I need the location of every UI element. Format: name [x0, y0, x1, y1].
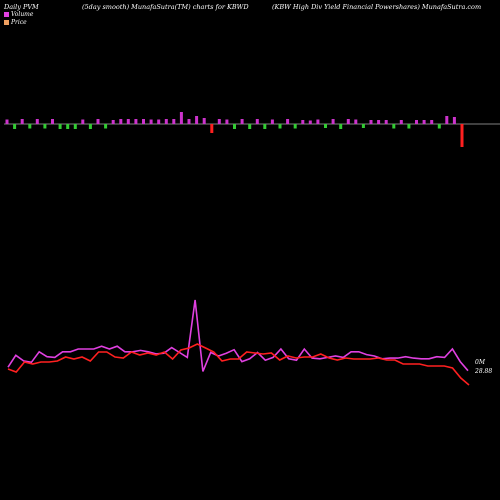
- volume-bar: [157, 119, 161, 124]
- volume-bar: [240, 119, 244, 124]
- volume-bar: [126, 119, 130, 124]
- volume-bar: [278, 124, 282, 129]
- volume-bar: [316, 119, 320, 124]
- volume-bar: [415, 120, 418, 124]
- legend-volume-label: Volume: [11, 11, 34, 18]
- legend-price-swatch: [4, 20, 9, 25]
- volume-bar: [217, 119, 221, 124]
- volume-bar: [263, 124, 267, 129]
- volume-bar: [134, 119, 138, 124]
- volume-bar: [172, 119, 176, 124]
- legend-volume-swatch: [4, 12, 9, 17]
- volume-bar: [233, 124, 236, 129]
- volume-bar: [324, 124, 327, 128]
- volume-bar: [164, 119, 168, 124]
- volume-bar: [28, 124, 32, 129]
- volume-bar: [149, 119, 153, 124]
- volume-bar: [270, 119, 274, 124]
- chart-header-right: (KBW High Div Yield Financial Powershare…: [272, 3, 482, 11]
- volume-bar: [104, 124, 108, 129]
- price-readout: 28.88: [475, 368, 493, 375]
- volume-bar: [293, 124, 297, 129]
- volume-bar: [5, 119, 9, 124]
- volume-bar: [187, 119, 191, 124]
- volume-bar: [437, 124, 441, 129]
- volume-bar: [13, 124, 17, 129]
- volume-bar: [111, 120, 115, 124]
- volume-bar: [369, 120, 373, 124]
- volume-bar: [460, 124, 464, 147]
- volume-bar: [384, 120, 388, 124]
- volume-bar: [339, 124, 343, 129]
- volume-bar: [81, 119, 85, 124]
- legend-price-label: Price: [11, 19, 27, 26]
- volume-bar: [179, 112, 183, 124]
- volume-bar: [445, 116, 449, 124]
- volume-bar: [142, 119, 145, 124]
- volume-bar: [119, 119, 123, 124]
- volume-bars: [5, 112, 464, 147]
- volume-bar: [392, 124, 396, 129]
- volume-bar: [248, 124, 252, 129]
- legend-volume: Volume: [4, 11, 33, 18]
- volume-bar: [308, 120, 312, 124]
- volume-bar: [88, 124, 92, 129]
- volume-bar: [286, 119, 290, 124]
- volume-readout: 0M: [475, 359, 485, 366]
- volume-bar: [20, 119, 24, 124]
- volume-bar: [66, 124, 70, 129]
- volume-bar: [377, 120, 381, 124]
- volume-bar: [361, 124, 365, 128]
- volume-bar: [73, 124, 77, 129]
- volume-bar: [43, 124, 47, 129]
- volume-bar: [422, 120, 426, 124]
- volume-bar: [51, 119, 54, 124]
- chart-header-left: Daily PVM: [4, 3, 39, 11]
- volume-bar: [255, 119, 259, 124]
- volume-bar: [354, 119, 358, 124]
- volume-bar: [430, 120, 434, 124]
- volume-bar: [35, 119, 39, 124]
- volume-series-line: [7, 299, 469, 372]
- volume-bar: [346, 119, 350, 124]
- volume-bar: [225, 119, 229, 124]
- legend-price: Price: [4, 19, 27, 26]
- volume-bar: [58, 124, 62, 129]
- chart-header-middle: (5day smooth) MunafaSutra(TM) charts for…: [82, 3, 249, 11]
- price-series-line: [7, 343, 470, 386]
- volume-bar: [202, 118, 206, 124]
- volume-bar: [301, 120, 305, 124]
- volume-bar: [452, 117, 456, 124]
- volume-bar: [399, 120, 403, 124]
- volume-bar: [96, 119, 100, 124]
- volume-bar: [195, 116, 199, 124]
- volume-bar: [331, 119, 335, 124]
- volume-bar: [210, 124, 214, 133]
- volume-bar: [407, 124, 411, 129]
